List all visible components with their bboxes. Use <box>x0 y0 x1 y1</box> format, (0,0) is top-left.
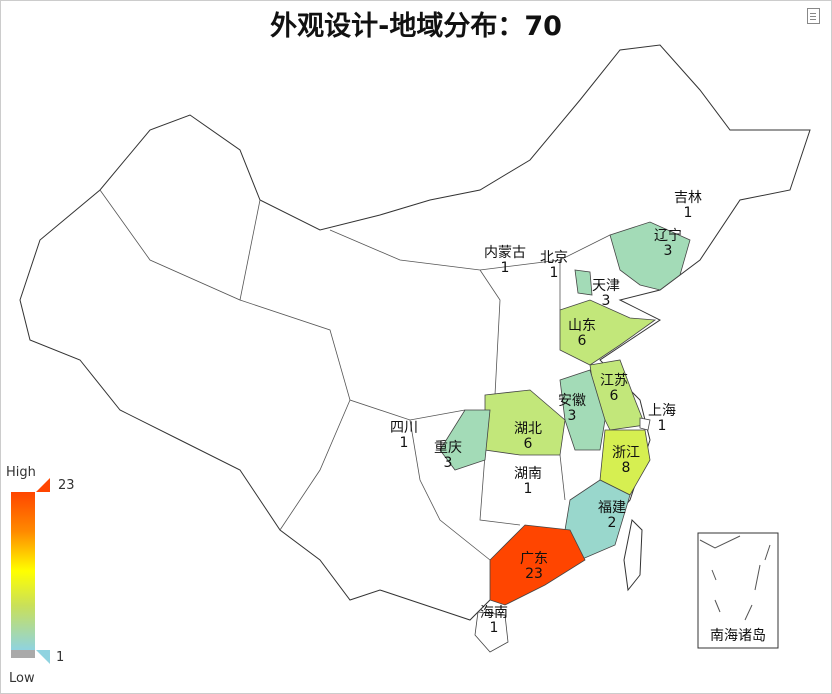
inset-islands <box>699 535 771 621</box>
region-name-label: 湖南 <box>514 466 542 482</box>
region-value-label: 3 <box>568 408 577 424</box>
region-value-label: 6 <box>610 388 619 404</box>
visual-map-out-of-range <box>11 650 35 658</box>
region-天津[interactable] <box>574 269 593 296</box>
region-value-label: 8 <box>622 460 631 476</box>
region-value-label: 6 <box>578 333 587 349</box>
region-上海[interactable] <box>639 417 651 431</box>
region-value-label: 1 <box>501 260 510 276</box>
region-name-label: 江苏 <box>600 373 628 389</box>
region-value-label: 3 <box>664 243 673 259</box>
region-value-label: 1 <box>658 418 667 434</box>
legend-max-value: 23 <box>58 478 75 493</box>
region-name-label: 福建 <box>598 500 626 516</box>
legend-min-value: 1 <box>56 650 65 665</box>
region-广东[interactable] <box>489 524 586 606</box>
region-辽宁[interactable] <box>609 221 691 291</box>
page-title: 外观设计-地域分布：70 <box>270 11 562 42</box>
data-view-icon[interactable] <box>807 8 820 24</box>
region-name-label: 浙江 <box>612 445 640 461</box>
region-浙江[interactable] <box>599 429 651 496</box>
region-name-label: 湖北 <box>514 421 542 437</box>
taiwan <box>623 518 643 592</box>
region-name-label: 安徽 <box>558 393 586 409</box>
region-value-label: 2 <box>608 515 617 531</box>
region-value-label: 1 <box>400 435 409 451</box>
region-value-label: 3 <box>444 455 453 471</box>
region-name-label: 辽宁 <box>654 227 682 244</box>
region-name-label: 山东 <box>568 318 596 334</box>
legend-high-label: High <box>6 465 36 480</box>
region-海南[interactable] <box>474 611 509 653</box>
region-value-label: 1 <box>490 620 499 636</box>
region-重庆[interactable] <box>439 409 491 471</box>
region-name-label: 北京 <box>540 250 568 266</box>
region-name-label: 上海 <box>648 403 676 419</box>
region-value-label: 1 <box>684 205 693 221</box>
region-name-label: 四川 <box>390 420 418 436</box>
region-value-label: 23 <box>525 566 543 582</box>
region-name-label: 重庆 <box>434 440 462 456</box>
south-china-sea-inset <box>697 532 779 649</box>
region-name-label: 吉林 <box>674 190 702 206</box>
province-borders <box>99 189 611 561</box>
visual-map-bar[interactable] <box>11 492 35 650</box>
region-山东[interactable] <box>559 299 657 366</box>
region-value-label: 1 <box>550 265 559 281</box>
region-name-label: 海南 <box>480 605 508 621</box>
region-name-label: 天津 <box>592 278 620 294</box>
china-outline <box>19 44 811 621</box>
region-value-label: 1 <box>524 481 533 497</box>
region-name-label: 内蒙古 <box>484 245 526 261</box>
region-value-label: 3 <box>602 293 611 309</box>
inset-label: 南海诸岛 <box>710 628 766 644</box>
region-name-label: 广东 <box>520 551 548 567</box>
legend-low-label: Low <box>9 671 35 686</box>
region-value-label: 6 <box>524 436 533 452</box>
